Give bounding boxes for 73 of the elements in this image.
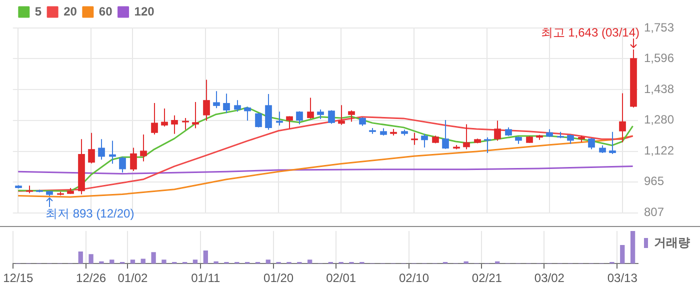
candlestick	[213, 90, 220, 109]
bar	[151, 252, 156, 264]
x-tick-label: 12/15	[3, 271, 34, 286]
bar	[266, 260, 270, 264]
legend-label: 120	[134, 4, 155, 18]
x-tick-label: 01/02	[118, 271, 148, 286]
bar	[162, 260, 166, 264]
bar	[203, 250, 208, 264]
bar	[630, 231, 636, 264]
candlestick	[619, 92, 626, 143]
annotation: 최저 893 (12/20)	[46, 206, 134, 220]
candlestick	[421, 133, 428, 148]
bar	[110, 260, 114, 264]
annotation: 최고 1,643 (03/14)	[540, 25, 640, 40]
legend-label: 60	[98, 4, 113, 18]
bar	[130, 260, 136, 264]
x-tick-label: 02/01	[326, 271, 356, 286]
candlestick	[130, 147, 137, 172]
candlestick	[338, 104, 345, 126]
legend-label: 20	[64, 4, 78, 18]
candlestick	[182, 118, 189, 130]
candlestick	[171, 114, 178, 134]
candlestick	[494, 120, 501, 142]
candlestick	[140, 134, 147, 162]
candlestick	[286, 116, 293, 130]
candlestick	[484, 136, 491, 154]
bar	[78, 252, 83, 264]
x-tick-label: 02/21	[472, 271, 502, 286]
bar	[620, 245, 625, 264]
legend-label: 5	[34, 4, 42, 18]
candlestick	[609, 131, 616, 154]
candlestick	[567, 134, 574, 144]
candlestick	[151, 102, 158, 135]
candlestick	[88, 132, 95, 164]
candlestick	[307, 97, 314, 119]
x-tick-label: 01/11	[191, 271, 221, 286]
bar	[214, 261, 218, 264]
y-tick-label: 1,438	[644, 82, 674, 96]
bar	[192, 260, 198, 264]
candlestick	[98, 138, 105, 160]
candlestick	[348, 110, 355, 122]
x-tick-label: 02/10	[398, 271, 430, 286]
legend-label: 거래량	[654, 235, 690, 250]
candlestick	[119, 156, 126, 174]
y-tick-label: 1,753	[644, 20, 674, 34]
candlestick	[223, 93, 230, 114]
candlestick	[463, 124, 470, 150]
candlestick	[442, 120, 449, 150]
candlestick	[588, 137, 595, 150]
x-tick-label: 03/02	[534, 271, 565, 286]
y-tick-label: 965	[644, 174, 664, 188]
x-tick-label: 03/13	[607, 271, 638, 286]
bar	[307, 260, 312, 264]
bar	[99, 261, 104, 264]
candlestick	[255, 112, 262, 128]
candlestick	[203, 79, 210, 122]
candlestick	[161, 108, 168, 127]
bar	[140, 258, 146, 264]
x-tick-label: 01/20	[264, 271, 294, 286]
candlestick	[265, 94, 272, 130]
y-tick-label: 1,122	[644, 144, 674, 158]
candlestick	[192, 102, 199, 129]
bar	[88, 254, 94, 264]
candlestick	[234, 100, 241, 112]
candlestick	[244, 106, 251, 122]
candlestick	[328, 110, 335, 124]
y-tick-label: 1,280	[644, 112, 674, 127]
candlestick	[296, 110, 303, 125]
candlestick	[411, 132, 418, 146]
x-tick-label: 12/26	[76, 271, 106, 286]
candlestick	[317, 108, 324, 120]
y-tick-label: 1,596	[644, 50, 674, 65]
y-tick-label: 807	[644, 205, 664, 220]
